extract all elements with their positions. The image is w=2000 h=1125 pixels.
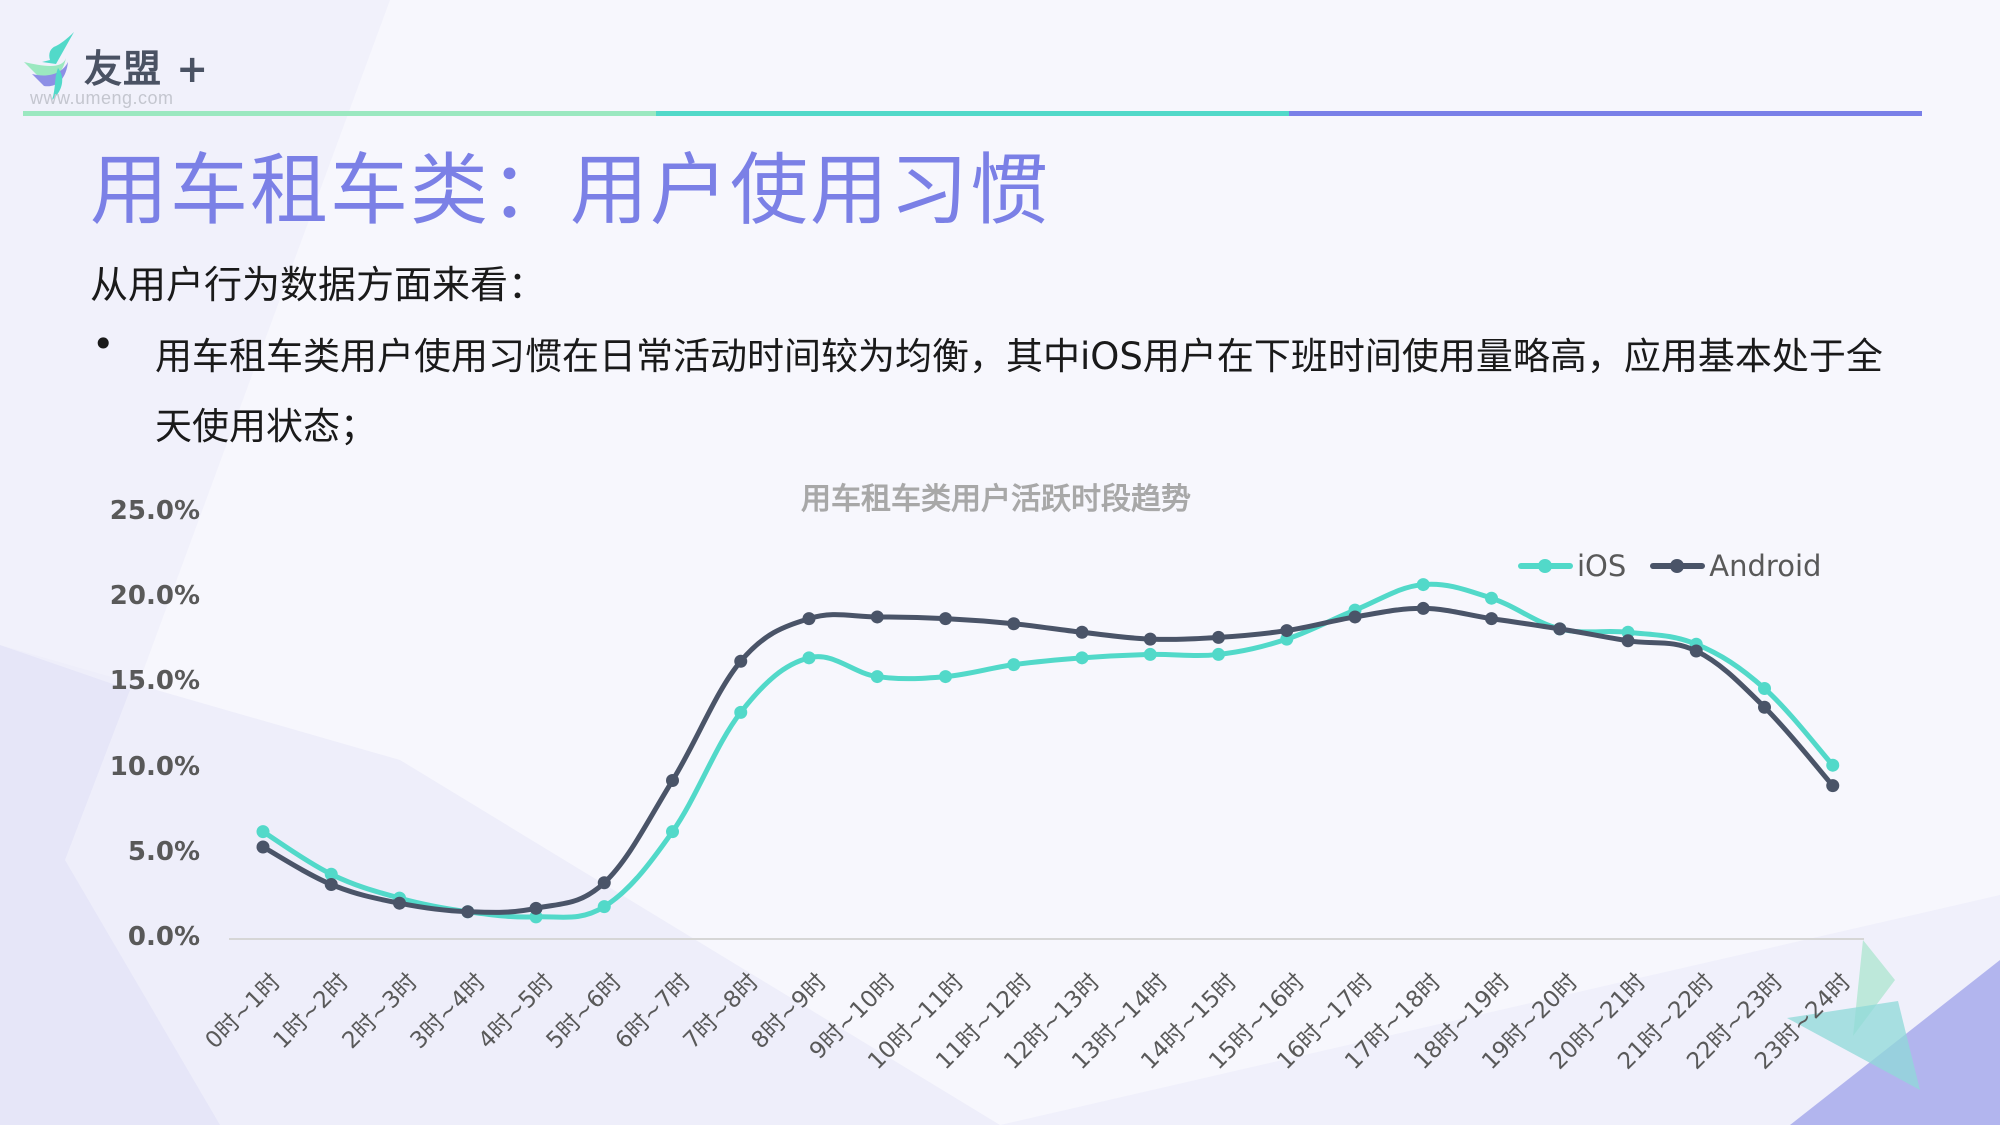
data-point-marker — [324, 867, 338, 881]
legend-label-ios: iOS — [1577, 549, 1627, 583]
data-point-marker — [1485, 591, 1498, 605]
legend-item-ios: iOS — [1518, 549, 1626, 583]
data-point-marker — [1553, 622, 1567, 636]
legend-label-android: Android — [1709, 549, 1822, 583]
data-point-marker — [1621, 634, 1635, 648]
umeng-logo-icon — [24, 32, 74, 100]
bg-shape-left-deep — [0, 645, 220, 1125]
y-tick-label: 10.0% — [109, 751, 200, 782]
chart-title: 用车租车类用户活跃时段趋势 — [0, 474, 2000, 518]
series-line — [260, 605, 1836, 915]
bullet-icon: • — [92, 322, 115, 366]
data-point-marker — [1689, 644, 1703, 658]
data-point-marker — [597, 900, 611, 914]
data-point-marker — [1007, 617, 1021, 631]
y-tick-label: 0.0% — [127, 922, 200, 952]
y-tick-label: 15.0% — [109, 666, 200, 697]
intro-text: 从用户行为数据方面来看： — [90, 263, 547, 307]
data-point-marker — [802, 651, 816, 665]
data-point-marker — [734, 705, 748, 719]
data-point-marker — [870, 670, 884, 684]
page-title: 用车租车类：用户使用习惯 — [90, 146, 1051, 236]
bg-triangle-teal — [1787, 1001, 1920, 1090]
y-tick-label: 5.0% — [127, 836, 200, 867]
bg-shape-left-top — [0, 0, 390, 870]
data-point-marker — [1758, 700, 1771, 714]
data-point-marker — [256, 840, 270, 854]
data-point-marker — [1826, 779, 1840, 793]
data-point-marker — [461, 905, 475, 919]
divider-segment-teal — [656, 111, 1289, 116]
divider-segment-green — [23, 111, 656, 116]
data-point-marker — [1758, 682, 1771, 696]
data-point-marker — [1485, 612, 1498, 626]
data-point-marker — [939, 670, 952, 684]
chart-title-text: 用车租车类用户活跃时段趋势 — [801, 482, 1191, 517]
bg-shape-left-mid — [0, 645, 1000, 1125]
brand-name-text: 友盟 — [84, 47, 163, 91]
data-point-marker — [1075, 651, 1089, 665]
data-point-marker — [870, 610, 884, 624]
data-point-marker — [1416, 601, 1430, 615]
series-android — [256, 601, 1840, 919]
data-point-marker — [1348, 610, 1362, 624]
data-point-marker — [802, 612, 816, 626]
data-point-marker — [1143, 632, 1157, 646]
data-point-marker — [1212, 647, 1225, 661]
ios-line-marker-icon — [1518, 559, 1573, 573]
data-point-marker — [597, 876, 611, 890]
data-point-marker — [1143, 647, 1157, 661]
data-point-marker — [666, 825, 679, 839]
data-point-marker — [1416, 578, 1430, 592]
data-point-marker — [324, 877, 338, 891]
data-point-marker — [1280, 624, 1294, 638]
data-point-marker — [666, 774, 679, 788]
data-point-marker — [529, 901, 543, 915]
bullet-text: 用车租车类用户使用习惯在日常活动时间较为均衡，其中iOS用户在下班时间使用量略高… — [155, 335, 1883, 448]
bg-shape-bottom-right — [1000, 895, 2000, 1125]
data-point-marker — [1826, 758, 1840, 772]
data-point-marker — [734, 654, 748, 668]
chart-legend: iOS Android — [1518, 546, 1845, 586]
brand-name: 友盟 + — [84, 38, 209, 93]
y-tick-label: 25.0% — [109, 496, 200, 526]
brand-plus: + — [176, 47, 210, 91]
data-point-marker — [393, 896, 406, 910]
legend-item-android: Android — [1650, 549, 1821, 583]
data-point-marker — [939, 612, 952, 626]
android-line-marker-icon — [1650, 559, 1706, 573]
divider-segment-purple — [1289, 111, 1922, 116]
data-point-marker — [256, 825, 270, 839]
data-point-marker — [1007, 658, 1021, 672]
y-tick-label: 20.0% — [109, 581, 200, 612]
brand-url: www.umeng.com — [30, 88, 174, 108]
data-point-marker — [1212, 630, 1225, 644]
data-point-marker — [1075, 625, 1089, 639]
